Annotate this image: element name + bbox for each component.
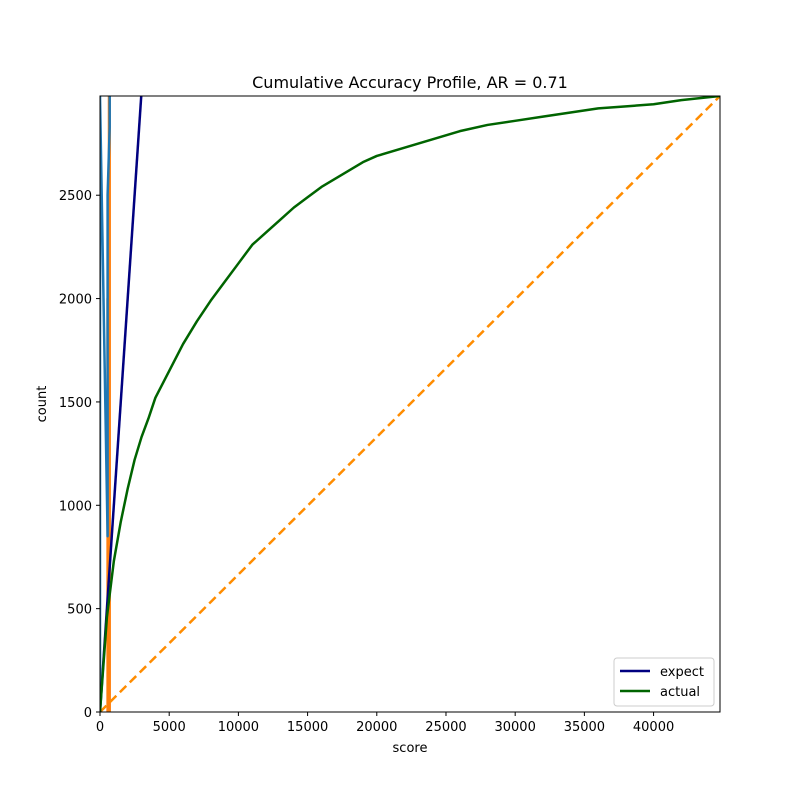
x-tick-label: 0 <box>96 720 104 735</box>
chart-title: Cumulative Accuracy Profile, AR = 0.71 <box>252 73 568 92</box>
y-tick-label: 500 <box>67 603 92 618</box>
y-tick-label: 1500 <box>59 396 92 411</box>
x-axis: 0 5000 10000 15000 20000 25000 30000 35000 40000 <box>96 712 674 735</box>
legend: expect actual <box>613 657 715 707</box>
x-tick-label: 15000 <box>287 720 328 735</box>
y-axis: 0 500 1000 1500 2000 2500 <box>59 189 100 721</box>
legend-expect-label: expect <box>660 665 704 680</box>
y-tick-label: 1000 <box>59 499 92 514</box>
legend-actual-label: actual <box>660 685 700 700</box>
x-tick-label: 30000 <box>494 720 535 735</box>
x-tick-label: 35000 <box>564 720 605 735</box>
actual-line <box>100 96 720 712</box>
x-tick-label: 10000 <box>218 720 259 735</box>
x-tick-label: 40000 <box>633 720 674 735</box>
plot-frame <box>99 95 721 713</box>
x-axis-label: score <box>393 741 428 756</box>
y-axis-label: count <box>35 386 50 423</box>
series-layer <box>100 96 720 712</box>
x-tick-label: 25000 <box>425 720 466 735</box>
blue-series-line <box>100 96 111 712</box>
random-baseline-line <box>100 96 720 712</box>
y-tick-label: 2000 <box>59 293 92 308</box>
x-tick-label: 5000 <box>153 720 186 735</box>
y-tick-label: 0 <box>84 706 92 721</box>
y-tick-label: 2500 <box>59 189 92 204</box>
x-tick-label: 20000 <box>356 720 397 735</box>
